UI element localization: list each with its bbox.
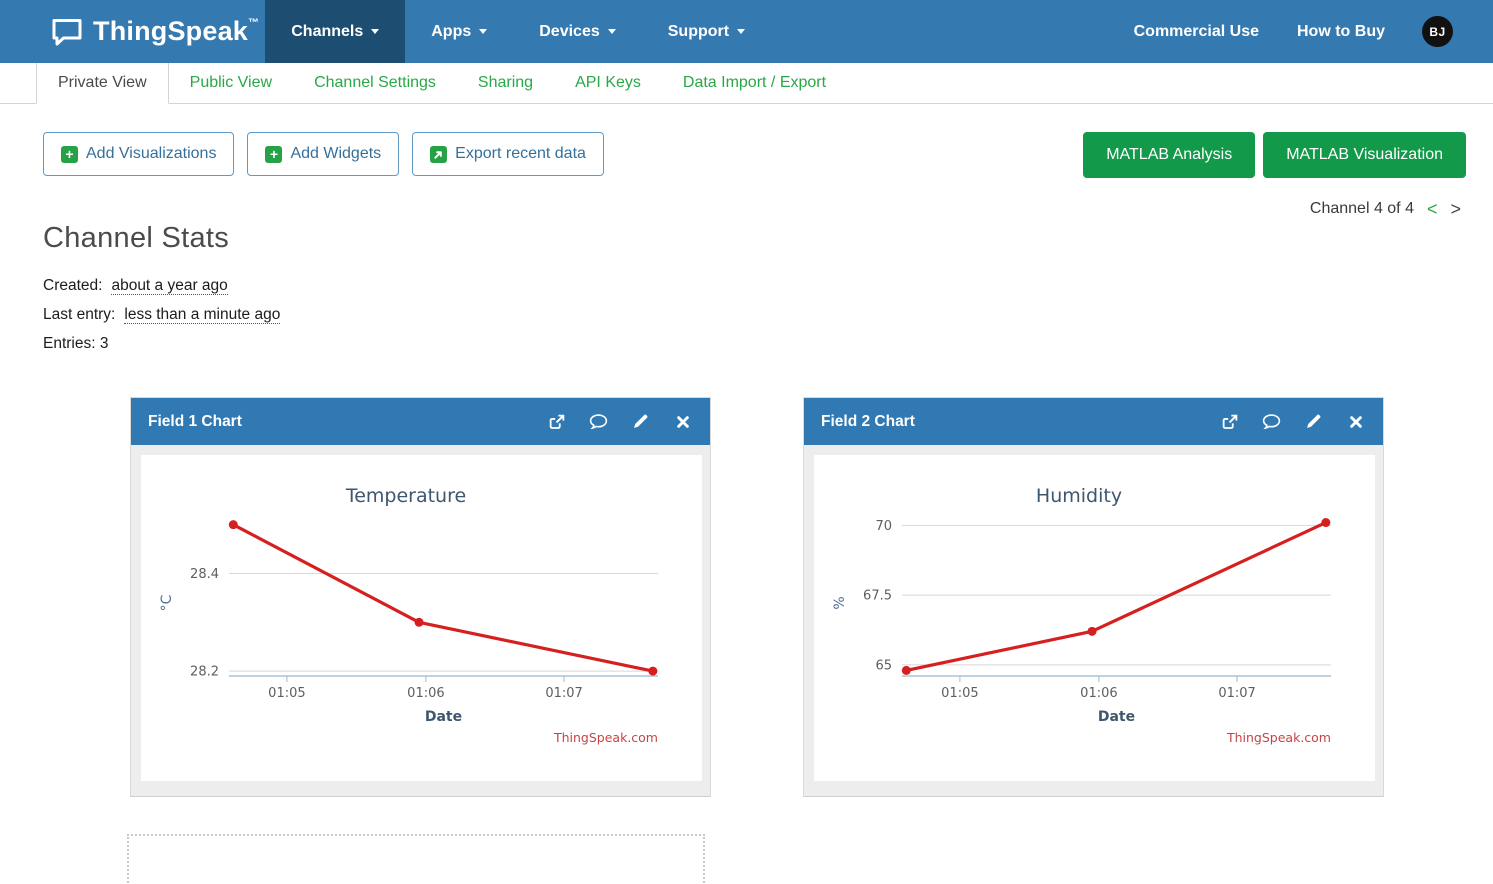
caret-down-icon bbox=[479, 29, 488, 34]
comment-icon[interactable] bbox=[1261, 411, 1282, 432]
external-link-icon[interactable] bbox=[546, 411, 567, 432]
matlab-analysis-button[interactable]: MATLAB Analysis bbox=[1083, 132, 1256, 178]
svg-text:28.2: 28.2 bbox=[190, 665, 219, 680]
nav-item-channels[interactable]: Channels bbox=[265, 0, 406, 63]
svg-text:01:06: 01:06 bbox=[407, 686, 444, 701]
toolbar: + Add Visualizations + Add Widgets Expor… bbox=[0, 104, 1493, 178]
add-widgets-button[interactable]: + Add Widgets bbox=[247, 132, 400, 176]
external-link-icon[interactable] bbox=[1219, 411, 1240, 432]
panel-header-icons bbox=[546, 411, 693, 432]
svg-text:Date: Date bbox=[1098, 709, 1135, 725]
nav-item-apps[interactable]: Apps bbox=[405, 0, 513, 63]
nav-item-support[interactable]: Support bbox=[642, 0, 771, 63]
prev-channel-chevron-icon[interactable]: < bbox=[1426, 199, 1438, 219]
brand-name: ThingSpeak™ bbox=[93, 16, 260, 46]
top-navbar: ThingSpeak™ Channels Apps Devices Suppor… bbox=[0, 0, 1493, 63]
navbar-right: Commercial Use How to Buy BJ bbox=[1115, 0, 1493, 63]
thingspeak-logo[interactable]: ThingSpeak™ bbox=[50, 0, 259, 63]
caret-down-icon bbox=[607, 29, 616, 34]
svg-text:28.4: 28.4 bbox=[190, 567, 219, 582]
nav-link-commercial-use[interactable]: Commercial Use bbox=[1133, 22, 1259, 40]
last-entry-line: Last entry: less than a minute ago bbox=[43, 306, 281, 324]
main-menu: Channels Apps Devices Support bbox=[265, 0, 771, 63]
close-icon[interactable] bbox=[672, 411, 693, 432]
user-avatar[interactable]: BJ bbox=[1422, 16, 1453, 47]
svg-text:01:07: 01:07 bbox=[1218, 686, 1255, 701]
svg-text:Date: Date bbox=[425, 709, 462, 725]
field2-chart-panel: Field 2 Chart Humidity% 70 67.5 65 01:05 01:0… bbox=[803, 397, 1384, 797]
visualization-placeholder[interactable] bbox=[127, 834, 705, 884]
export-arrow-icon bbox=[430, 145, 448, 163]
field1-panel-header: Field 1 Chart bbox=[131, 398, 710, 445]
next-channel-chevron-icon[interactable]: > bbox=[1450, 199, 1461, 219]
matlab-visualization-button[interactable]: MATLAB Visualization bbox=[1263, 132, 1466, 178]
panel-title: Field 2 Chart bbox=[821, 412, 915, 430]
svg-text:ThingSpeak.com: ThingSpeak.com bbox=[553, 730, 658, 745]
field1-chart-panel: Field 1 Chart Temperature °C 28.4 28.2 01:05… bbox=[130, 397, 711, 797]
humidity-chart[interactable]: Humidity% 70 67.5 65 01:05 01:06 01:07 Date Thin… bbox=[814, 455, 1375, 781]
toolbar-right-buttons: MATLAB Analysis MATLAB Visualization bbox=[1083, 132, 1466, 178]
add-visualizations-button[interactable]: + Add Visualizations bbox=[43, 132, 235, 176]
panel-title: Field 1 Chart bbox=[148, 412, 242, 430]
channel-stats-section: Channel Stats Created: about a year ago L… bbox=[0, 222, 1493, 353]
svg-text:01:07: 01:07 bbox=[545, 686, 582, 701]
svg-text:67.5: 67.5 bbox=[863, 589, 892, 604]
svg-text:ThingSpeak.com: ThingSpeak.com bbox=[1226, 730, 1331, 745]
svg-text:Humidity: Humidity bbox=[1036, 485, 1122, 507]
nav-item-devices[interactable]: Devices bbox=[513, 0, 642, 63]
field2-panel-header: Field 2 Chart bbox=[804, 398, 1383, 445]
tab-data-import-export[interactable]: Data Import / Export bbox=[682, 74, 827, 91]
created-value: about a year ago bbox=[111, 277, 228, 295]
page-title: Channel Stats bbox=[43, 222, 230, 254]
svg-text:Temperature: Temperature bbox=[345, 485, 466, 507]
tab-public-view[interactable]: Public View bbox=[189, 74, 273, 91]
field2-panel-body: Humidity% 70 67.5 65 01:05 01:06 01:07 Date Thin… bbox=[804, 445, 1383, 796]
speech-bubble-icon bbox=[52, 18, 82, 45]
panel-header-icons bbox=[1219, 411, 1366, 432]
svg-text:°C: °C bbox=[159, 594, 175, 611]
plus-square-icon: + bbox=[61, 145, 78, 163]
entries-value: 3 bbox=[99, 335, 109, 352]
comment-icon[interactable] bbox=[588, 411, 609, 432]
channel-pager: Channel 4 of 4 < > bbox=[0, 200, 1493, 218]
last-entry-value: less than a minute ago bbox=[124, 306, 281, 324]
caret-down-icon bbox=[737, 29, 746, 34]
channel-tabbar: Private View Public View Channel Setting… bbox=[0, 63, 1493, 104]
svg-text:01:05: 01:05 bbox=[268, 686, 305, 701]
toolbar-left-buttons: + Add Visualizations + Add Widgets Expor… bbox=[43, 132, 604, 176]
tab-private-view[interactable]: Private View bbox=[36, 63, 169, 104]
channel-pager-label: Channel 4 of 4 bbox=[1309, 200, 1414, 217]
field1-panel-body: Temperature °C 28.4 28.2 01:05 01:06 01:07 Date… bbox=[131, 445, 710, 796]
plus-square-icon: + bbox=[265, 145, 283, 163]
temperature-chart[interactable]: Temperature °C 28.4 28.2 01:05 01:06 01:07 Date… bbox=[141, 455, 702, 781]
pencil-icon[interactable] bbox=[630, 411, 651, 432]
tab-api-keys[interactable]: API Keys bbox=[575, 74, 641, 91]
svg-text:65: 65 bbox=[875, 658, 892, 673]
created-line: Created: about a year ago bbox=[43, 277, 228, 295]
svg-text:70: 70 bbox=[875, 519, 892, 534]
svg-text:%: % bbox=[832, 596, 848, 609]
tab-channel-settings[interactable]: Channel Settings bbox=[314, 74, 436, 91]
svg-text:01:05: 01:05 bbox=[941, 686, 978, 701]
caret-down-icon bbox=[371, 29, 380, 34]
charts-row: Field 1 Chart Temperature °C 28.4 28.2 01:05… bbox=[130, 397, 1493, 797]
tab-sharing[interactable]: Sharing bbox=[477, 74, 534, 91]
entries-line: Entries: 3 bbox=[43, 335, 109, 352]
export-recent-data-button[interactable]: Export recent data bbox=[412, 132, 604, 176]
close-icon[interactable] bbox=[1345, 411, 1366, 432]
svg-text:01:06: 01:06 bbox=[1080, 686, 1117, 701]
nav-link-how-to-buy[interactable]: How to Buy bbox=[1297, 22, 1385, 40]
trademark: ™ bbox=[248, 17, 260, 29]
pencil-icon[interactable] bbox=[1303, 411, 1324, 432]
